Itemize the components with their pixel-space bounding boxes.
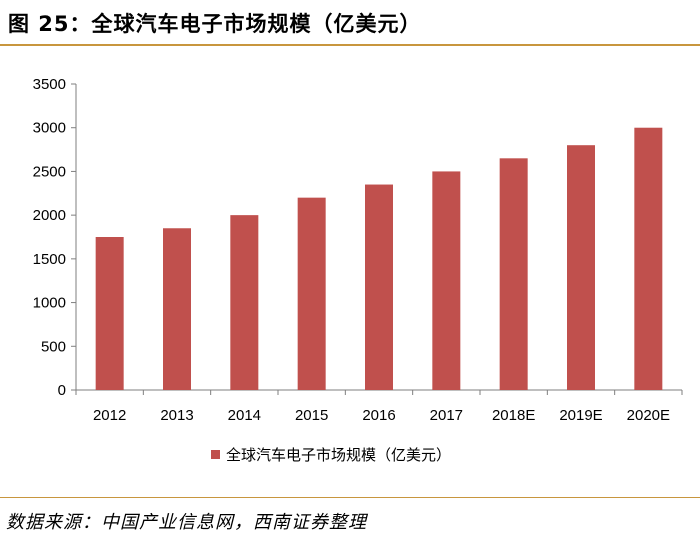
bar-2014 [230,215,259,390]
x-tick-label: 2016 [362,407,395,424]
x-tick-label: 2018E [492,407,535,424]
bar-2019E [567,145,595,390]
bar-2020E [634,127,663,390]
bar-2012 [95,237,124,390]
x-tick-label: 2012 [93,407,126,424]
y-tick-label: 1500 [33,251,66,268]
legend: 全球汽车电子市场规模（亿美元） [211,446,451,464]
x-tick-label: 2013 [160,407,193,424]
bars [95,127,663,390]
y-tick-label: 2000 [33,207,66,224]
y-tick-label: 0 [58,382,66,399]
bar-2015 [297,197,326,390]
x-axis: 2012 2013 2014 2015 2016 2017 2018E 2019E 2020E [75,389,683,424]
source-rule [0,497,700,498]
legend-swatch [211,450,220,459]
x-tick-label: 2020E [627,407,670,424]
y-tick-label: 2500 [33,163,66,180]
x-tick-label: 2019E [559,407,602,424]
x-tick-label: 2014 [228,407,261,424]
y-tick-label: 3000 [33,120,66,137]
bar-2018E [499,158,528,390]
y-tick-label: 1000 [33,295,66,312]
y-tick-label: 3500 [33,76,66,93]
y-axis: 0 500 1000 1500 2000 2500 3000 3500 [33,76,77,399]
figure-title: 图 25：全球汽车电子市场规模（亿美元） [8,12,422,36]
title-rule [0,44,700,46]
bar-2016 [365,184,393,390]
y-tick-label: 500 [41,338,66,355]
bar-2017 [432,171,461,390]
bar-2013 [163,228,191,390]
x-tick-label: 2015 [295,407,328,424]
legend-label: 全球汽车电子市场规模（亿美元） [226,446,451,464]
x-tick-label: 2017 [430,407,463,424]
source-note: 数据来源：中国产业信息网，西南证券整理 [6,512,367,533]
